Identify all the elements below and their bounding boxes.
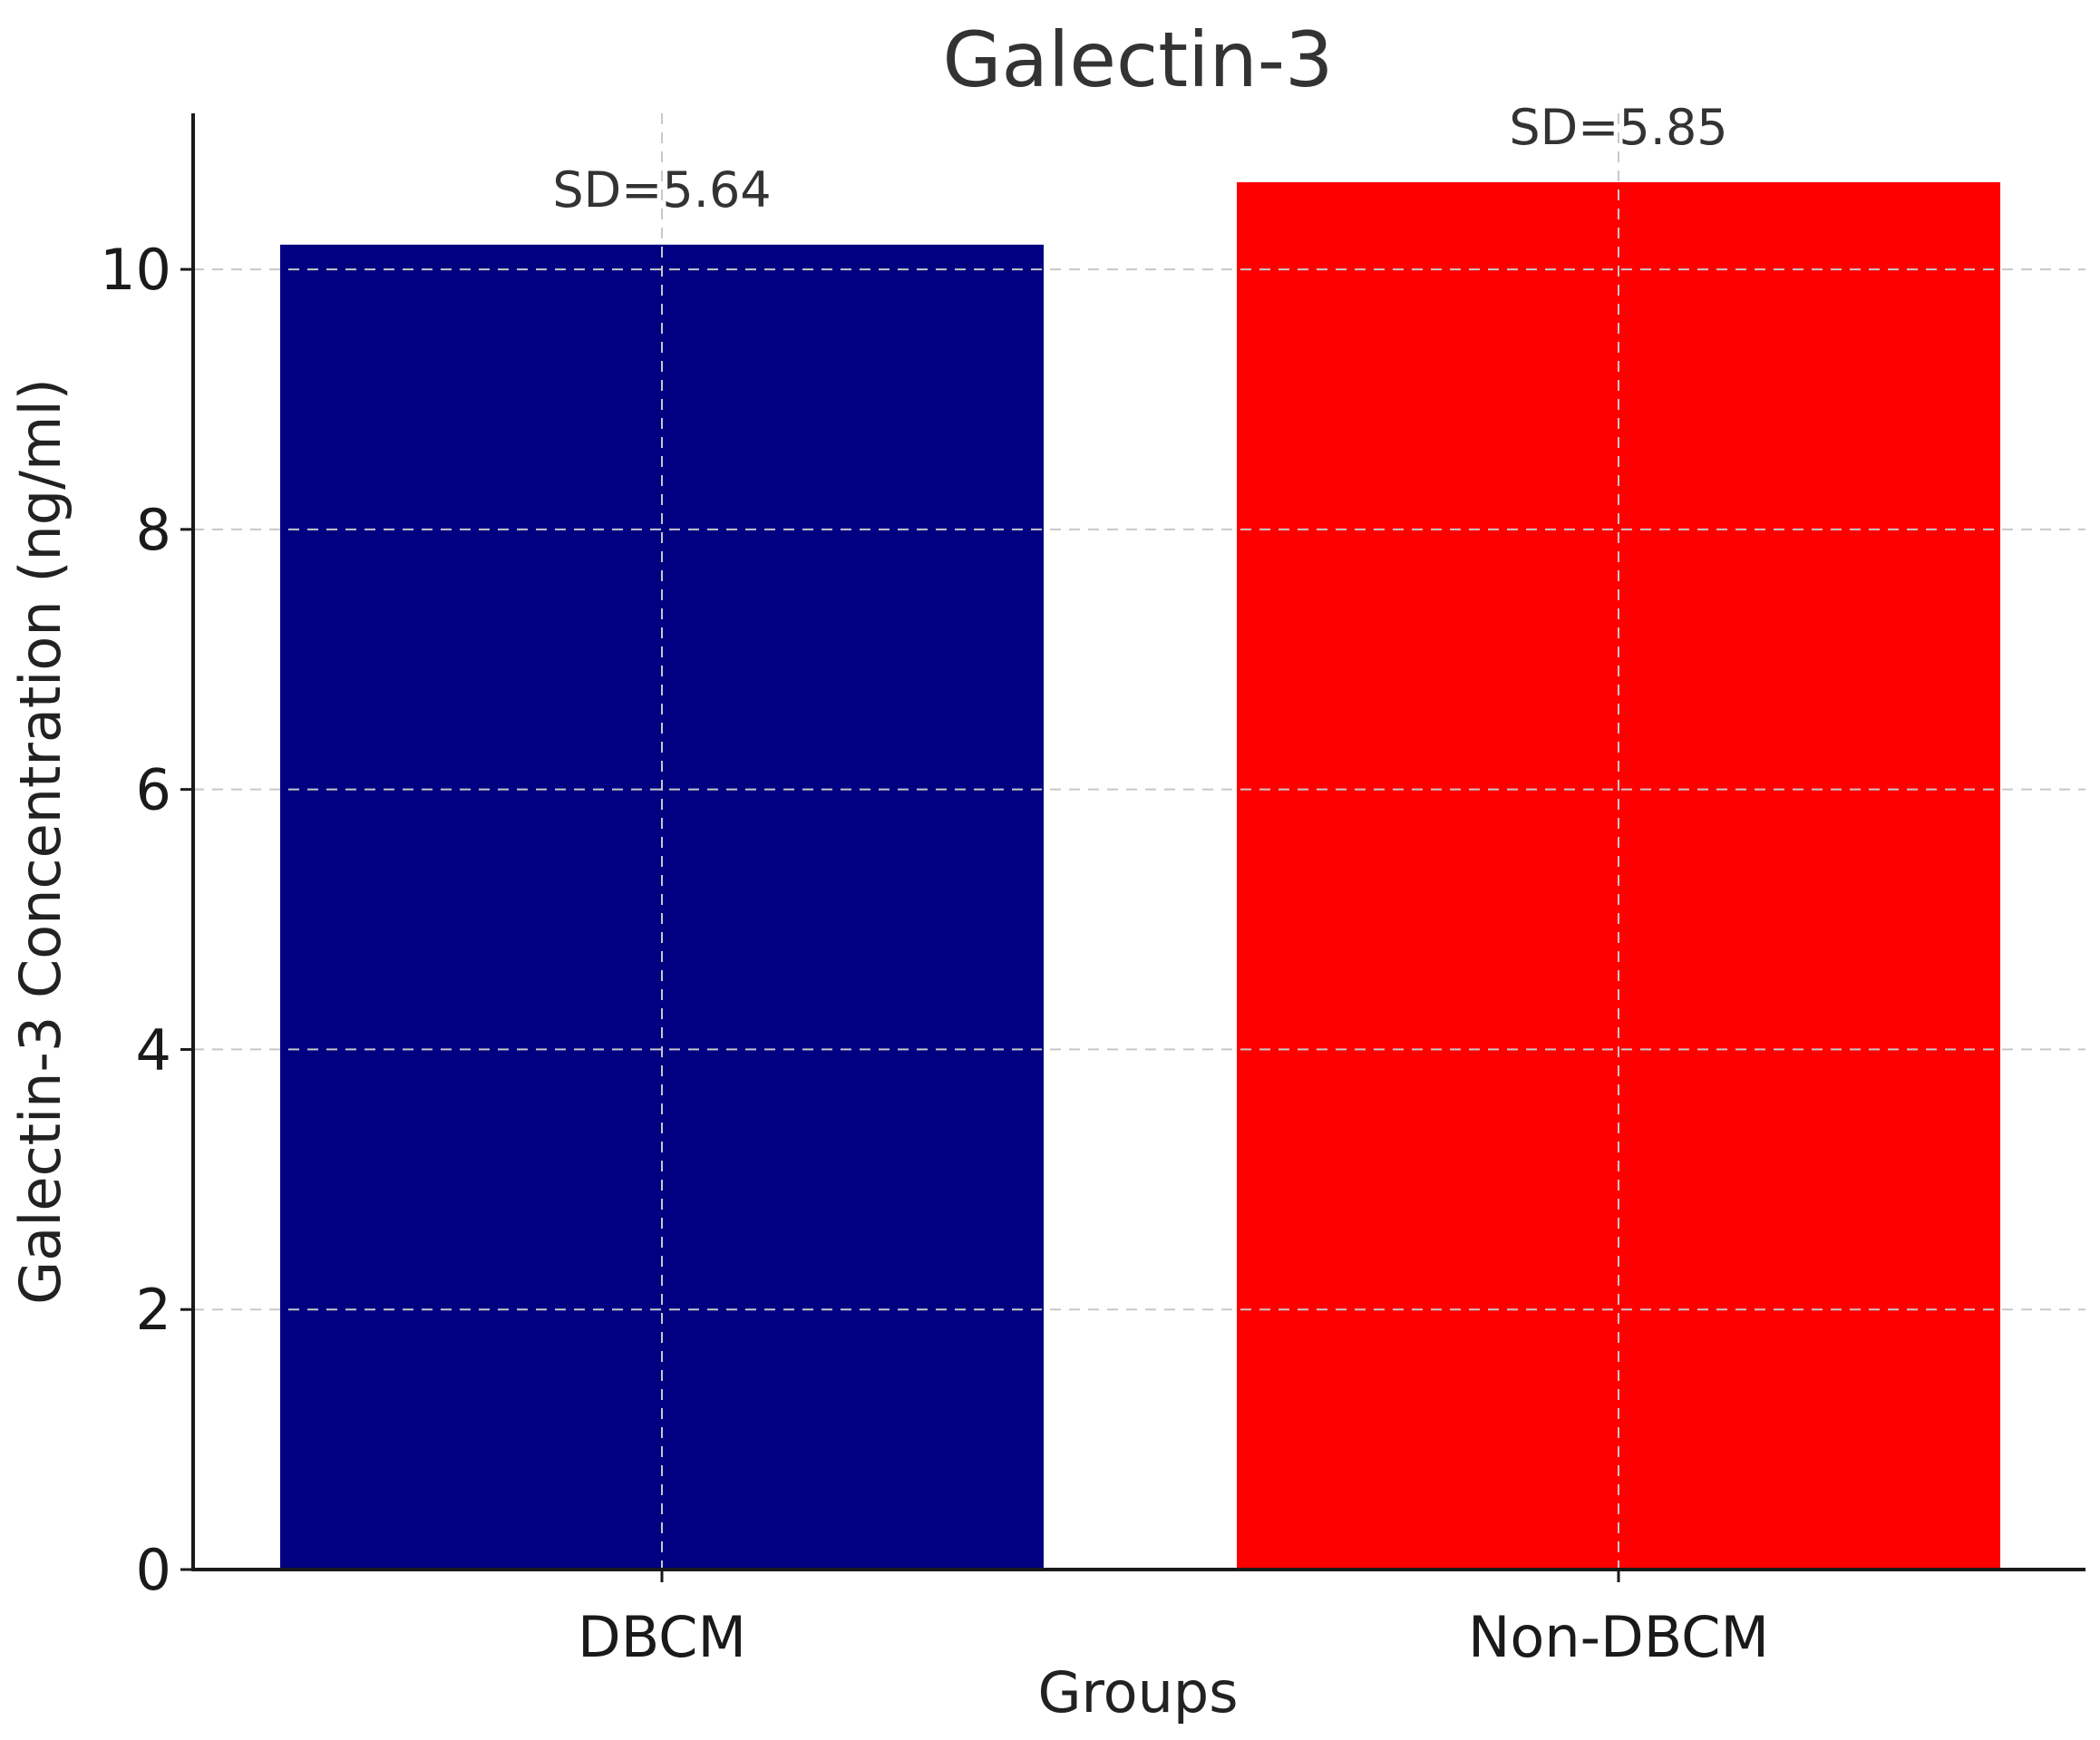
ticks: 0 2 4 6 8 10 DBCM Non-DBCM [100,237,1769,1670]
y-tick-label: 10 [100,237,171,303]
bar-labels: SD=5.64 SD=5.85 [552,99,1727,219]
x-tick-label: DBCM [578,1604,746,1670]
x-axis-title: Groups [1037,1659,1238,1725]
y-tick-label: 6 [136,757,171,823]
axes [191,113,2085,1571]
y-tick-label: 2 [136,1277,171,1343]
bar-data-label: SD=5.64 [552,161,771,219]
y-tick-label: 4 [136,1016,171,1083]
y-tick-label: 0 [136,1537,171,1603]
y-axis-title: Galectin-3 Concentration (ng/ml) [7,378,73,1305]
bar-data-label: SD=5.85 [1509,99,1727,156]
grid [193,113,2085,1570]
y-tick-label: 8 [136,497,171,563]
bars [280,181,2000,1570]
chart-title: Galectin-3 [942,15,1333,104]
x-tick-label: Non-DBCM [1468,1604,1769,1670]
